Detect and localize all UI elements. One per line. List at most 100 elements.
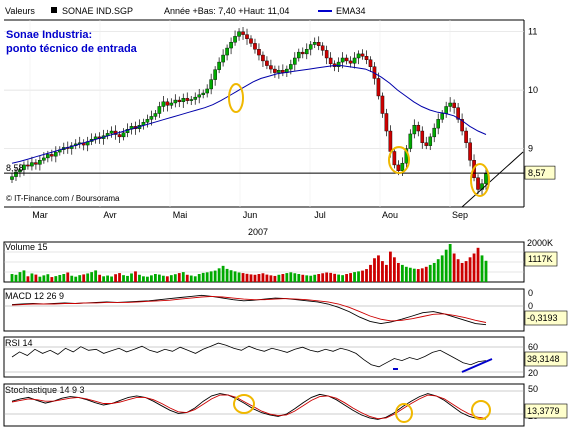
volume-title: Volume 15 xyxy=(5,242,48,252)
candle-body xyxy=(229,42,233,49)
volume-bar xyxy=(440,255,444,282)
candle-body xyxy=(428,136,433,146)
candle-body xyxy=(384,113,389,132)
x-axis: Mar Avr Mai Jun Jul Aou Sep xyxy=(32,210,468,220)
x-tick-label: Mar xyxy=(32,210,48,220)
candle-body xyxy=(468,142,472,161)
volume-bar xyxy=(138,274,141,282)
price-tick-label: 9 xyxy=(528,144,533,154)
macd-panel: MACD 12 26 9 0 0 -0,3193 xyxy=(3,288,568,332)
volume-scale-label: 2000K xyxy=(527,238,553,248)
last-price-value: 8,57 xyxy=(528,168,546,178)
candle-body xyxy=(54,151,58,157)
candle-body xyxy=(320,45,325,51)
volume-bar xyxy=(448,244,452,282)
volume-bar xyxy=(22,270,26,282)
volume-bar xyxy=(277,274,281,282)
volume-bar xyxy=(134,271,137,282)
support-label-left: 8,58 xyxy=(6,163,24,173)
candle-body xyxy=(368,59,373,67)
volume-bar xyxy=(436,259,440,282)
stoch-title: Stochastique 14 9 3 xyxy=(5,385,85,395)
volume-bar xyxy=(229,270,233,282)
volume-bar xyxy=(189,275,193,282)
candle-body xyxy=(34,162,38,165)
copyright-text: © IT-Finance.com / Boursorama xyxy=(6,194,120,203)
volume-bar xyxy=(233,271,237,282)
volume-bar xyxy=(18,272,22,282)
volume-bar xyxy=(58,274,62,282)
candle-body xyxy=(312,42,317,45)
volume-bar xyxy=(153,274,157,282)
candle-body xyxy=(424,142,429,146)
volume-bar xyxy=(317,274,321,282)
volume-bar xyxy=(126,275,129,282)
candle-body xyxy=(26,164,30,167)
volume-bar xyxy=(325,272,329,282)
volume-bar xyxy=(26,276,30,282)
volume-bar xyxy=(94,270,98,282)
highlight-circle xyxy=(228,83,244,113)
volume-bar xyxy=(357,271,360,282)
candle-body xyxy=(460,119,464,132)
candle-body xyxy=(364,56,369,60)
candle-body xyxy=(296,51,301,59)
volume-bar xyxy=(400,264,404,282)
volume-bar xyxy=(106,275,109,282)
candle-body xyxy=(348,60,353,64)
x-tick-label: Sep xyxy=(452,210,468,220)
volume-bar xyxy=(369,264,372,282)
candle-body xyxy=(14,171,18,177)
candle-body xyxy=(436,119,441,129)
volume-bar xyxy=(464,261,468,282)
highlight-circle xyxy=(470,163,490,197)
candle-body xyxy=(416,124,421,132)
candle-body xyxy=(328,57,333,65)
x-tick-label: Avr xyxy=(103,210,116,220)
volume-bar xyxy=(217,268,221,282)
volume-bar xyxy=(169,275,173,282)
price-y-axis: 9 10 11 xyxy=(528,27,538,154)
volume-bar xyxy=(385,264,388,282)
candle-body xyxy=(448,102,452,107)
volume-bar xyxy=(201,272,205,282)
volume-bar xyxy=(456,259,460,282)
volume-bar xyxy=(42,275,46,282)
candle-body xyxy=(420,130,425,143)
volume-bar xyxy=(261,273,265,282)
volume-bar xyxy=(373,258,376,282)
volume-bar xyxy=(396,263,400,282)
volume-bar xyxy=(408,267,412,282)
volume-bar xyxy=(38,276,42,282)
candle-body xyxy=(201,92,205,95)
stochastic-panel: Stochastique 14 9 3 50 20 13,3779 xyxy=(3,383,568,427)
volume-bar xyxy=(321,273,325,282)
candle-body xyxy=(392,151,397,166)
volume-panel: Volume 15 2000K 1117K xyxy=(3,238,558,283)
volume-bars xyxy=(10,244,488,282)
candle-body xyxy=(300,51,305,55)
volume-bar xyxy=(361,270,364,282)
rsi-tick: 20 xyxy=(528,368,538,378)
volume-bar xyxy=(177,273,181,282)
candle-body xyxy=(217,61,221,70)
stochastic-d-line xyxy=(11,394,487,420)
volume-bar xyxy=(345,274,348,282)
chart-header: Valeurs SONAE IND.SGP Année +Bas: 7,40 +… xyxy=(5,6,366,16)
highlight-circle xyxy=(395,403,413,423)
volume-bar xyxy=(142,276,145,282)
highlight-circle xyxy=(233,394,255,414)
candle-body xyxy=(121,132,126,138)
volume-bar xyxy=(297,274,301,282)
volume-bar xyxy=(110,276,113,282)
candle-body xyxy=(213,69,217,80)
rsi-title: RSI 14 xyxy=(5,338,33,348)
candle-body xyxy=(177,99,182,103)
volume-bar xyxy=(197,274,201,282)
rsi-trend-line xyxy=(461,358,493,373)
candle-body xyxy=(257,49,261,56)
stochastic-k-line xyxy=(11,393,487,420)
stoch-value: 13,3779 xyxy=(527,406,560,416)
x-axis-year: 2007 xyxy=(248,227,268,237)
volume-bar xyxy=(389,251,392,282)
